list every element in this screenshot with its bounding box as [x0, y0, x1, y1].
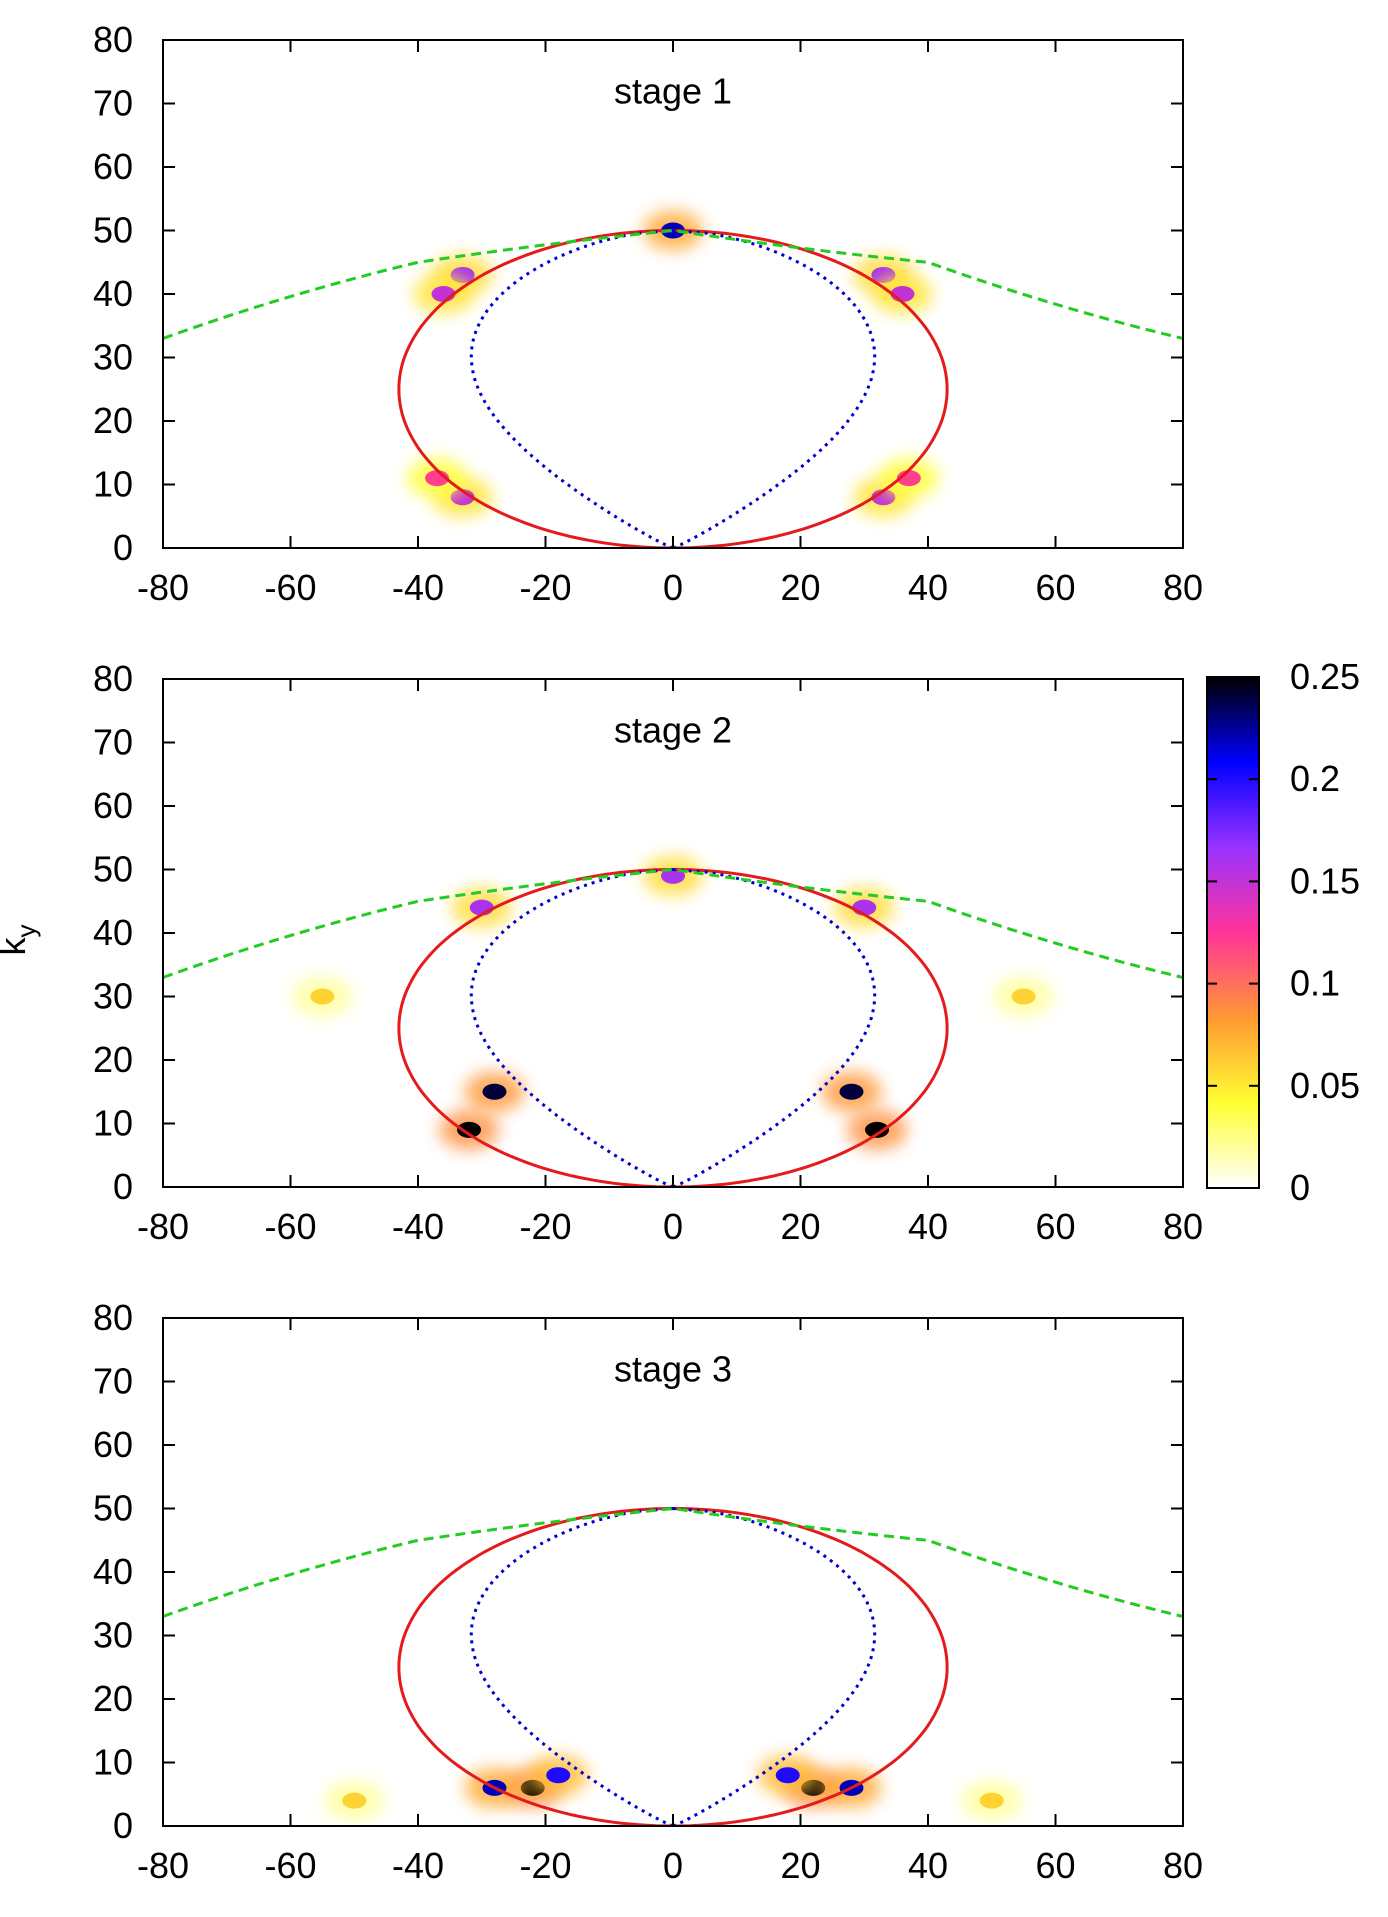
x-tick-label: 80 — [1163, 1845, 1203, 1886]
x-tick-label: -60 — [264, 567, 316, 608]
x-tick-label: 0 — [663, 1206, 683, 1247]
x-tick-label: 20 — [780, 1845, 820, 1886]
heatmap-cell — [482, 1083, 507, 1100]
heatmap-cell — [342, 1792, 367, 1809]
x-tick-label: -80 — [137, 1845, 189, 1886]
y-tick-label: 30 — [93, 1615, 133, 1656]
inner-curve-left — [469, 229, 674, 548]
inner-curve-right — [672, 1507, 877, 1826]
y-tick-label: 60 — [93, 146, 133, 187]
heatmap-cell — [457, 1121, 481, 1138]
plot-frame — [162, 39, 1184, 549]
y-tick-label: 20 — [93, 400, 133, 441]
heatmap-cell — [775, 1767, 800, 1784]
panel-stage-1: -80 -60 -40 -20 0 20 40 60 80 0 10 20 30 40 50 60 70 80 st… — [93, 19, 1203, 608]
x-tick-label: 60 — [1035, 567, 1075, 608]
inner-curve-right — [672, 229, 877, 548]
x-tick-label: -20 — [519, 1206, 571, 1247]
y-tick-label: 40 — [93, 273, 133, 314]
y-axis-label: ky — [0, 925, 41, 956]
y-tick-label: 30 — [93, 337, 133, 378]
x-tick-label: -20 — [519, 567, 571, 608]
y-tick-label: 0 — [113, 1805, 133, 1846]
x-tick-label: -80 — [137, 1206, 189, 1247]
ellipse-curve — [397, 228, 949, 548]
colorbar-tick-label: 0.05 — [1290, 1065, 1360, 1106]
y-tick-label: 0 — [113, 527, 133, 568]
x-tick-label: 80 — [1163, 567, 1203, 608]
x-tick-label: 40 — [908, 1206, 948, 1247]
x-tick-label: -20 — [519, 1845, 571, 1886]
x-tick-label: 0 — [663, 1845, 683, 1886]
tangent-curve — [163, 1506, 1183, 1618]
y-tick-label: 30 — [93, 976, 133, 1017]
y-tick-label: 40 — [93, 912, 133, 953]
y-tick-label: 50 — [93, 210, 133, 251]
y-tick-label: 70 — [93, 722, 133, 763]
inner-curve-left — [469, 868, 674, 1187]
plot-area — [163, 1506, 1183, 1826]
heatmap-cell — [839, 1083, 864, 1100]
y-tick-label: 60 — [93, 1424, 133, 1465]
x-tick-label: 40 — [908, 567, 948, 608]
colorbar-tick-label: 0.1 — [1290, 963, 1340, 1004]
x-tick-label: 0 — [663, 567, 683, 608]
x-tick-label: 60 — [1035, 1845, 1075, 1886]
y-tick-label: 70 — [93, 83, 133, 124]
colorbar-scale — [1206, 676, 1260, 1189]
heatmap-cell — [865, 1121, 889, 1138]
y-tick-label: 20 — [93, 1039, 133, 1080]
x-tick-label: 20 — [780, 567, 820, 608]
y-tick-label: 40 — [93, 1551, 133, 1592]
x-tick-label: -40 — [392, 1206, 444, 1247]
x-tick-label: 80 — [1163, 1206, 1203, 1247]
y-tick-label: 10 — [93, 464, 133, 505]
colorbar-tick-label: 0 — [1290, 1167, 1310, 1208]
panel-stage-3: -80 -60 -40 -20 0 20 40 60 80 0 10 20 30 40 50 60 70 80 st… — [93, 1297, 1203, 1886]
plot-area — [163, 855, 1183, 1187]
y-tick-label: 80 — [93, 658, 133, 699]
heatmap-cell — [1011, 988, 1036, 1005]
y-tick-label: 80 — [93, 19, 133, 60]
ellipse-curve — [397, 867, 949, 1187]
plot-area — [163, 210, 1183, 548]
x-tick-label: -80 — [137, 567, 189, 608]
heatmap-cell — [979, 1792, 1004, 1809]
y-tick-label: 10 — [93, 1742, 133, 1783]
x-tick-label: 40 — [908, 1845, 948, 1886]
plot-frame — [162, 678, 1184, 1188]
colorbar: 0 0.05 0.1 0.15 0.2 0.25 — [1206, 656, 1360, 1208]
y-tick-label: 70 — [93, 1361, 133, 1402]
panel-title: stage 1 — [614, 71, 732, 112]
y-tick-label: 50 — [93, 849, 133, 890]
y-tick-label: 0 — [113, 1166, 133, 1207]
heatmap-cell — [546, 1767, 571, 1784]
panel-title: stage 3 — [614, 1349, 732, 1390]
panel-stage-2: -80 -60 -40 -20 0 20 40 60 80 0 10 20 30 40 50 60 70 80 st… — [93, 658, 1203, 1247]
tangent-curve — [163, 867, 1183, 979]
colorbar-tick-label: 0.2 — [1290, 758, 1340, 799]
x-tick-label: -60 — [264, 1206, 316, 1247]
inner-curve-left — [469, 1507, 674, 1826]
heatmap-cell — [310, 988, 335, 1005]
y-tick-label: 80 — [93, 1297, 133, 1338]
colorbar-tick-label: 0.25 — [1290, 656, 1360, 697]
y-tick-label: 50 — [93, 1488, 133, 1529]
x-tick-label: 60 — [1035, 1206, 1075, 1247]
x-tick-label: 20 — [780, 1206, 820, 1247]
plot-frame — [162, 1317, 1184, 1827]
y-tick-label: 20 — [93, 1678, 133, 1719]
x-tick-label: -40 — [392, 1845, 444, 1886]
ellipse-curve — [397, 1506, 949, 1826]
x-tick-label: -40 — [392, 567, 444, 608]
y-tick-label: 10 — [93, 1103, 133, 1144]
colorbar-tick-label: 0.15 — [1290, 860, 1360, 901]
inner-curve-right — [672, 868, 877, 1187]
x-tick-label: -60 — [264, 1845, 316, 1886]
y-tick-label: 60 — [93, 785, 133, 826]
panel-title: stage 2 — [614, 710, 732, 751]
tangent-curve — [163, 228, 1183, 340]
